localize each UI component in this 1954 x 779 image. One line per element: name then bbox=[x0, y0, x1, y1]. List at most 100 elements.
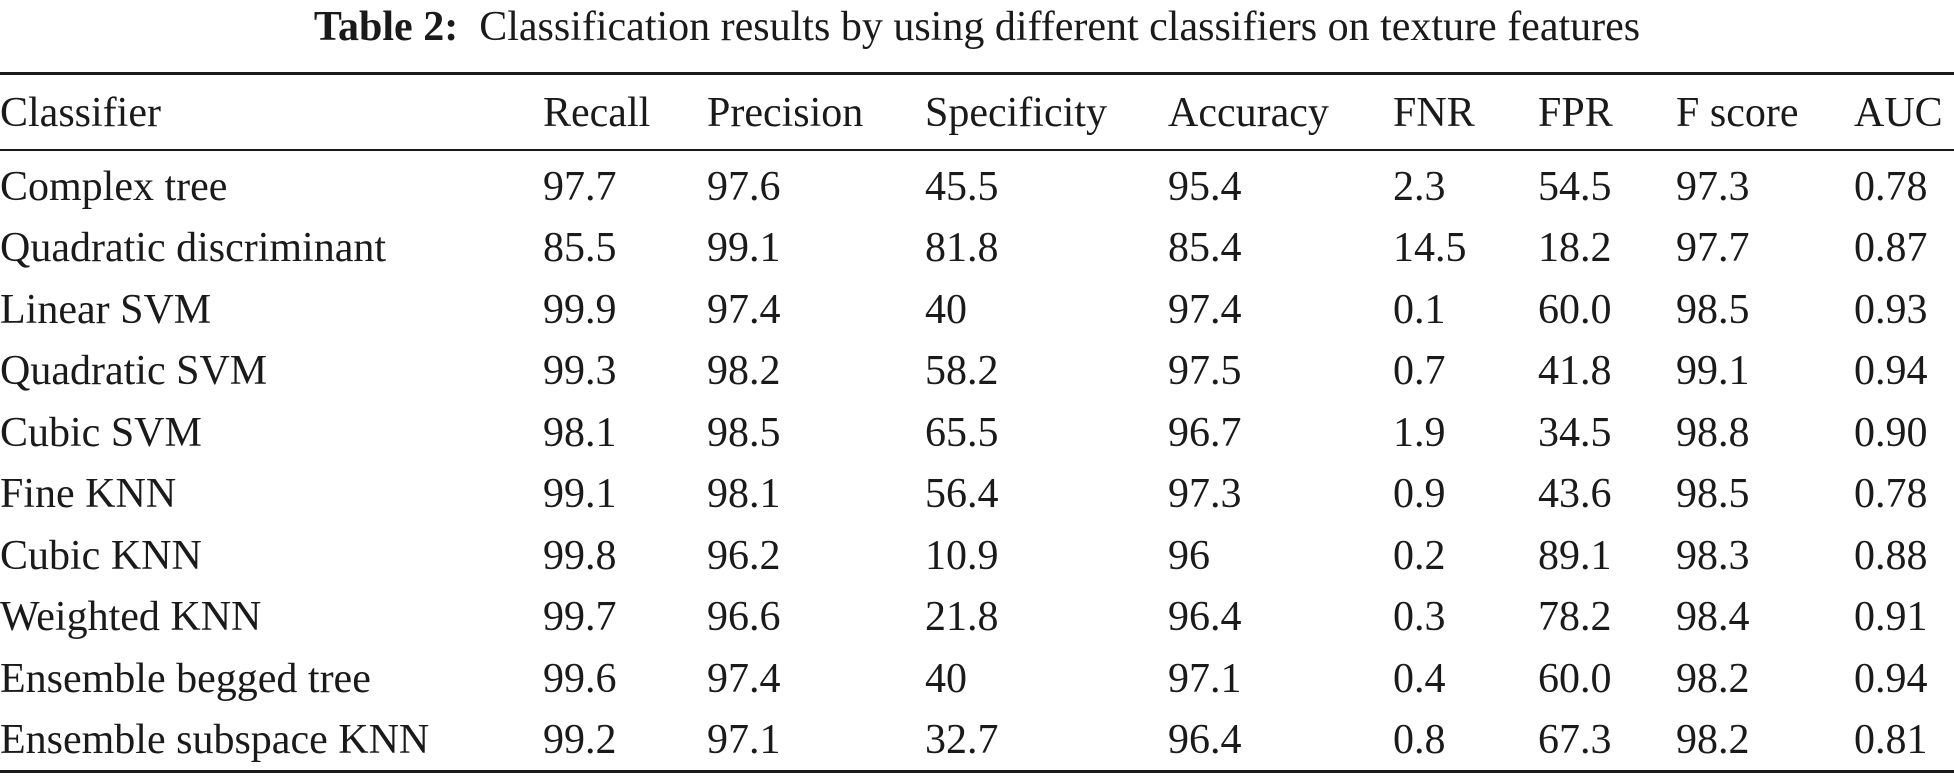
table-row: Fine KNN 99.1 98.1 56.4 97.3 0.9 43.6 98… bbox=[0, 464, 1954, 526]
cell-fpr: 54.5 bbox=[1538, 163, 1612, 210]
cell-specificity: 32.7 bbox=[925, 717, 999, 764]
table-row: Weighted KNN 99.7 96.6 21.8 96.4 0.3 78.… bbox=[0, 587, 1954, 649]
column-header-precision: Precision bbox=[707, 90, 864, 136]
column-header-accuracy: Accuracy bbox=[1168, 90, 1329, 136]
cell-fnr: 0.1 bbox=[1393, 286, 1446, 333]
cell-classifier: Cubic SVM bbox=[0, 409, 202, 456]
table-row: Cubic KNN 99.8 96.2 10.9 96 0.2 89.1 98.… bbox=[0, 525, 1954, 587]
cell-precision: 99.1 bbox=[707, 225, 781, 272]
cell-precision: 96.6 bbox=[707, 594, 781, 641]
cell-fnr: 2.3 bbox=[1393, 163, 1446, 210]
table-row: Ensemble begged tree 99.6 97.4 40 97.1 0… bbox=[0, 648, 1954, 710]
cell-accuracy: 96 bbox=[1168, 532, 1210, 579]
cell-precision: 97.4 bbox=[707, 655, 781, 702]
cell-classifier: Fine KNN bbox=[0, 471, 177, 518]
cell-accuracy: 96.7 bbox=[1168, 409, 1242, 456]
cell-classifier: Quadratic discriminant bbox=[0, 225, 387, 272]
cell-specificity: 56.4 bbox=[925, 471, 999, 518]
table-row: Ensemble subspace KNN 99.2 97.1 32.7 96.… bbox=[0, 710, 1954, 772]
table-row: Quadratic discriminant 85.5 99.1 81.8 85… bbox=[0, 218, 1954, 280]
column-header-recall: Recall bbox=[543, 90, 651, 136]
column-header-specificity: Specificity bbox=[925, 90, 1107, 136]
table-row: Linear SVM 99.9 97.4 40 97.4 0.1 60.0 98… bbox=[0, 279, 1954, 341]
cell-accuracy: 97.1 bbox=[1168, 655, 1242, 702]
column-header-auc: AUC bbox=[1854, 90, 1943, 136]
cell-classifier: Quadratic SVM bbox=[0, 348, 268, 395]
cell-recall: 99.6 bbox=[543, 655, 617, 702]
table-row: Complex tree 97.7 97.6 45.5 95.4 2.3 54.… bbox=[0, 156, 1954, 218]
cell-accuracy: 97.5 bbox=[1168, 348, 1242, 395]
cell-precision: 98.2 bbox=[707, 348, 781, 395]
cell-precision: 98.5 bbox=[707, 409, 781, 456]
table-row: Cubic SVM 98.1 98.5 65.5 96.7 1.9 34.5 9… bbox=[0, 402, 1954, 464]
column-header-classifier: Classifier bbox=[0, 90, 161, 136]
table-body: Complex tree 97.7 97.6 45.5 95.4 2.3 54.… bbox=[0, 156, 1954, 771]
cell-fpr: 34.5 bbox=[1538, 409, 1612, 456]
cell-precision: 98.1 bbox=[707, 471, 781, 518]
column-header-f-score: F score bbox=[1676, 90, 1799, 136]
cell-precision: 97.4 bbox=[707, 286, 781, 333]
table-caption-label: Table 2: bbox=[313, 4, 459, 50]
table-caption: Table 2: Classification results by using… bbox=[0, 2, 1954, 52]
cell-auc: 0.88 bbox=[1854, 532, 1928, 579]
cell-auc: 0.94 bbox=[1854, 348, 1928, 395]
cell-accuracy: 96.4 bbox=[1168, 717, 1242, 764]
cell-classifier: Ensemble subspace KNN bbox=[0, 717, 430, 764]
cell-fnr: 14.5 bbox=[1393, 225, 1467, 272]
cell-fpr: 78.2 bbox=[1538, 594, 1612, 641]
cell-auc: 0.94 bbox=[1854, 655, 1928, 702]
cell-fnr: 0.8 bbox=[1393, 717, 1446, 764]
cell-fnr: 0.9 bbox=[1393, 471, 1446, 518]
cell-f-score: 98.5 bbox=[1676, 286, 1750, 333]
cell-f-score: 98.2 bbox=[1676, 717, 1750, 764]
cell-fpr: 60.0 bbox=[1538, 286, 1612, 333]
cell-recall: 99.8 bbox=[543, 532, 617, 579]
table-header-rule bbox=[0, 149, 1954, 151]
cell-f-score: 98.4 bbox=[1676, 594, 1750, 641]
cell-fpr: 43.6 bbox=[1538, 471, 1612, 518]
cell-classifier: Cubic KNN bbox=[0, 532, 202, 579]
cell-fpr: 67.3 bbox=[1538, 717, 1612, 764]
cell-recall: 99.2 bbox=[543, 717, 617, 764]
cell-auc: 0.78 bbox=[1854, 163, 1928, 210]
cell-recall: 99.9 bbox=[543, 286, 617, 333]
cell-specificity: 45.5 bbox=[925, 163, 999, 210]
cell-f-score: 98.5 bbox=[1676, 471, 1750, 518]
cell-precision: 97.6 bbox=[707, 163, 781, 210]
cell-fpr: 41.8 bbox=[1538, 348, 1612, 395]
column-header-fpr: FPR bbox=[1538, 90, 1613, 136]
cell-recall: 99.1 bbox=[543, 471, 617, 518]
header-spacer bbox=[0, 144, 1954, 156]
cell-auc: 0.91 bbox=[1854, 594, 1928, 641]
cell-accuracy: 97.4 bbox=[1168, 286, 1242, 333]
cell-specificity: 81.8 bbox=[925, 225, 999, 272]
cell-precision: 97.1 bbox=[707, 717, 781, 764]
cell-fnr: 0.7 bbox=[1393, 348, 1446, 395]
cell-specificity: 10.9 bbox=[925, 532, 999, 579]
cell-classifier: Complex tree bbox=[0, 163, 228, 210]
header-row: Classifier Recall Precision Specificity … bbox=[0, 82, 1954, 144]
table-header: Classifier Recall Precision Specificity … bbox=[0, 82, 1954, 156]
cell-classifier: Weighted KNN bbox=[0, 594, 262, 641]
cell-f-score: 98.2 bbox=[1676, 655, 1750, 702]
cell-precision: 96.2 bbox=[707, 532, 781, 579]
cell-recall: 98.1 bbox=[543, 409, 617, 456]
cell-recall: 99.7 bbox=[543, 594, 617, 641]
cell-fnr: 0.2 bbox=[1393, 532, 1446, 579]
cell-accuracy: 96.4 bbox=[1168, 594, 1242, 641]
cell-f-score: 98.3 bbox=[1676, 532, 1750, 579]
cell-auc: 0.90 bbox=[1854, 409, 1928, 456]
cell-recall: 85.5 bbox=[543, 225, 617, 272]
cell-fnr: 0.3 bbox=[1393, 594, 1446, 641]
cell-fpr: 18.2 bbox=[1538, 225, 1612, 272]
cell-f-score: 99.1 bbox=[1676, 348, 1750, 395]
cell-accuracy: 85.4 bbox=[1168, 225, 1242, 272]
cell-specificity: 40 bbox=[925, 655, 967, 702]
cell-f-score: 98.8 bbox=[1676, 409, 1750, 456]
cell-fnr: 0.4 bbox=[1393, 655, 1446, 702]
cell-accuracy: 95.4 bbox=[1168, 163, 1242, 210]
cell-recall: 97.7 bbox=[543, 163, 617, 210]
column-header-fnr: FNR bbox=[1393, 90, 1475, 136]
cell-auc: 0.81 bbox=[1854, 717, 1928, 764]
cell-f-score: 97.3 bbox=[1676, 163, 1750, 210]
